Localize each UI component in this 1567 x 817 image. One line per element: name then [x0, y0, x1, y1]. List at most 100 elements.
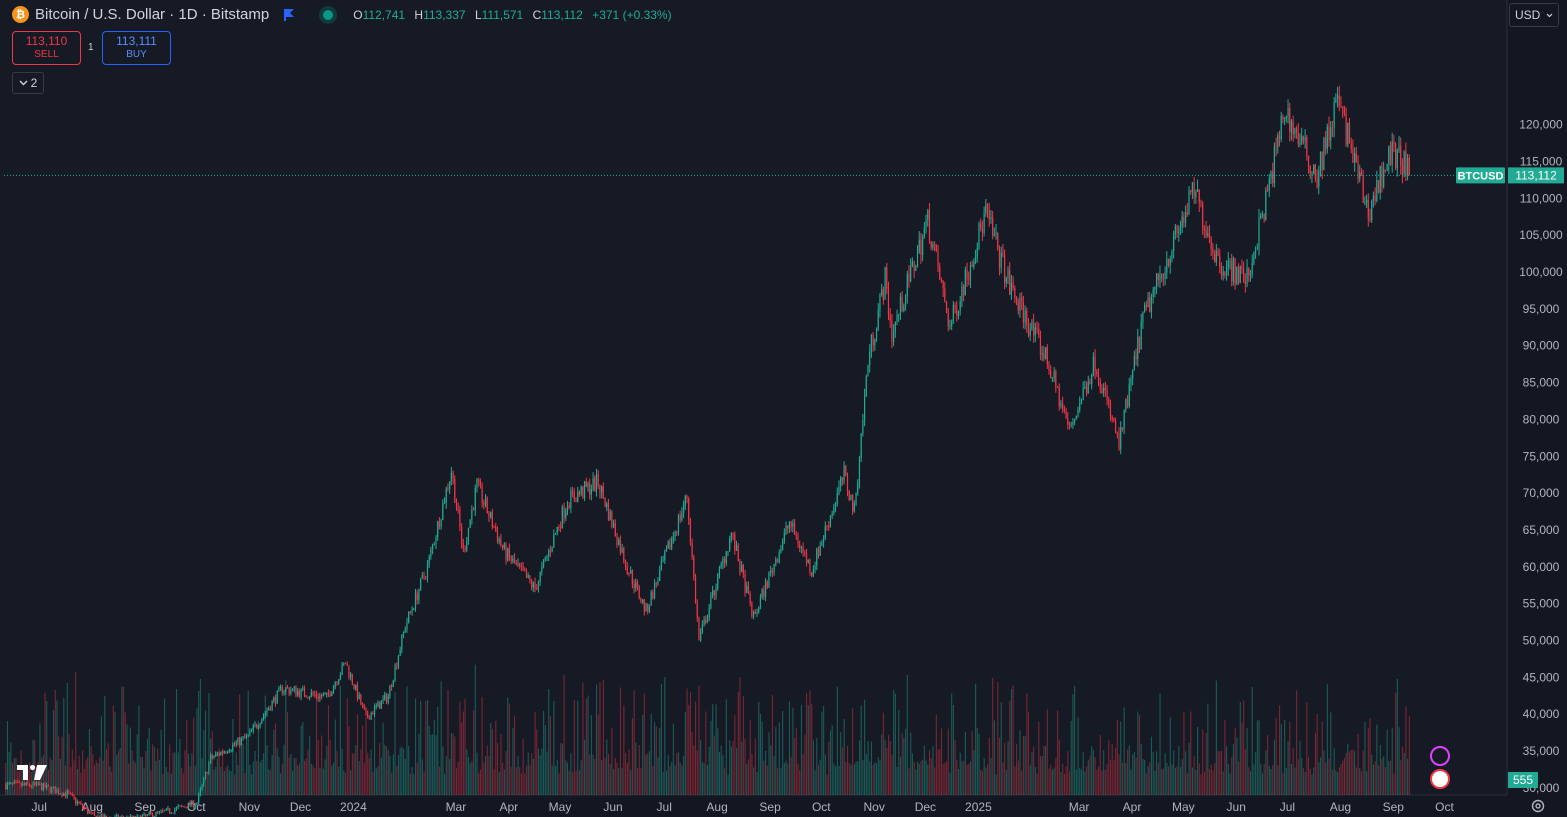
- candle-body: [423, 575, 425, 577]
- volume-bar: [1033, 746, 1035, 795]
- volume-bar: [305, 758, 307, 795]
- candle-body: [151, 813, 154, 817]
- volume-bar: [500, 734, 502, 795]
- volume-bar: [177, 752, 179, 795]
- symbol-tag-label: BTCUSD: [1458, 170, 1504, 182]
- candle-body: [838, 486, 840, 494]
- candle-body: [519, 563, 521, 566]
- candle-body: [1273, 146, 1275, 184]
- volume-bar: [99, 757, 101, 795]
- candle-body: [78, 801, 80, 804]
- volume-bar: [887, 735, 890, 795]
- volume-bar: [358, 761, 360, 795]
- candle-body: [1362, 175, 1364, 203]
- candle-body: [51, 787, 53, 793]
- candle-body: [1272, 171, 1274, 184]
- volume-bar: [1231, 757, 1233, 795]
- volume-bar: [886, 748, 888, 795]
- candle-body: [1072, 422, 1074, 425]
- volume-bar: [374, 702, 376, 795]
- candle-body: [256, 724, 258, 728]
- candle-body: [1193, 182, 1195, 198]
- candle-body: [1248, 267, 1250, 276]
- candle-body: [606, 503, 608, 507]
- volume-bar: [363, 762, 365, 795]
- candle-body: [729, 538, 731, 552]
- candle-body: [829, 515, 832, 527]
- volume-bar: [271, 755, 273, 795]
- volume-bar: [1057, 710, 1059, 795]
- volume-bar: [621, 767, 623, 795]
- tradingview-logo-icon[interactable]: [16, 762, 48, 782]
- volume-bar: [1227, 764, 1229, 795]
- x-tick-label: Oct: [1435, 800, 1454, 814]
- candle-body: [1403, 151, 1405, 175]
- volume-bar: [29, 762, 31, 795]
- volume-bar: [430, 734, 432, 795]
- gear-icon[interactable]: [1530, 798, 1546, 814]
- candle-body: [1253, 251, 1255, 264]
- volume-bar: [234, 774, 236, 795]
- candle-body: [402, 631, 405, 635]
- volume-bar: [66, 682, 68, 795]
- candle-body: [210, 755, 212, 764]
- volume-bar: [198, 691, 200, 795]
- volume-bar: [1067, 751, 1069, 795]
- candle-body: [5, 785, 7, 789]
- volume-bar: [1034, 767, 1036, 795]
- candle-body: [1326, 126, 1328, 149]
- candle-body: [177, 806, 179, 808]
- volume-bar: [826, 774, 828, 795]
- candle-body: [1026, 310, 1028, 326]
- candle-body: [1374, 195, 1376, 201]
- volume-bar: [444, 773, 446, 795]
- candle-body: [684, 496, 686, 507]
- candle-body: [599, 485, 601, 493]
- candle-body: [1284, 117, 1286, 119]
- candle-body: [1183, 216, 1185, 223]
- volume-bar: [833, 763, 835, 795]
- candle-body: [491, 512, 493, 528]
- volume-bar: [505, 751, 507, 795]
- volume-bar: [973, 750, 975, 795]
- candle-body: [433, 544, 435, 545]
- volume-bar: [541, 748, 543, 795]
- volume-bar: [1224, 720, 1226, 795]
- flag-icon[interactable]: [283, 8, 295, 21]
- market-status-icon[interactable]: [323, 9, 334, 20]
- volume-bar: [1352, 749, 1354, 795]
- candle-body: [705, 619, 707, 623]
- candle-body: [836, 493, 838, 504]
- candle-body: [713, 590, 715, 596]
- chart-header: ₿ Bitcoin / U.S. Dollar · 1D · Bitstamp …: [12, 6, 672, 23]
- sell-button[interactable]: 113,110 SELL: [12, 31, 81, 65]
- candle-body: [1282, 116, 1284, 119]
- volume-bar: [389, 755, 391, 795]
- volume-bar: [643, 693, 645, 795]
- candle-body: [1343, 108, 1345, 114]
- volume-bar: [1383, 756, 1385, 795]
- volume-bar: [140, 756, 142, 795]
- volume-bar: [956, 760, 958, 795]
- volume-bar: [1294, 767, 1296, 795]
- volume-bar: [1248, 767, 1250, 795]
- candle-body: [363, 705, 365, 710]
- candle-body: [870, 334, 873, 352]
- currency-select[interactable]: USD: [1509, 3, 1559, 27]
- volume-bar: [1290, 764, 1293, 795]
- buy-button[interactable]: 113,111 BUY: [102, 31, 171, 65]
- candle-body: [957, 310, 960, 316]
- volume-bar: [910, 732, 912, 795]
- volume-bar: [1021, 770, 1023, 795]
- volume-bar: [635, 742, 637, 795]
- volume-bar: [1350, 750, 1352, 795]
- symbol-title[interactable]: Bitcoin / U.S. Dollar · 1D · Bitstamp: [35, 6, 270, 23]
- sell-price: 113,110: [25, 34, 68, 48]
- order-quantity[interactable]: 1: [88, 42, 94, 53]
- indicators-toggle-button[interactable]: 2: [12, 72, 44, 94]
- volume-bar: [722, 755, 724, 795]
- candle-body: [665, 548, 668, 552]
- volume-bar: [466, 749, 468, 795]
- candle-body: [520, 566, 522, 567]
